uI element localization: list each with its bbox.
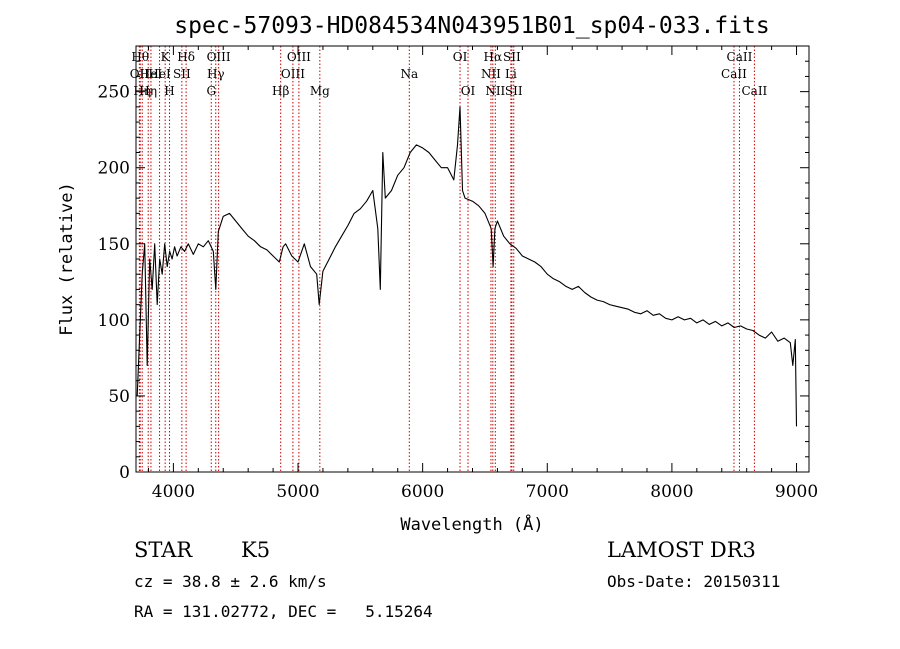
x-axis-label: Wavelength (Å) xyxy=(400,513,543,535)
survey-name: LAMOST DR3 xyxy=(607,538,756,562)
line-marker-label: Hα xyxy=(484,50,503,64)
line-marker-label: HeI xyxy=(140,67,163,81)
spectrum-line xyxy=(136,106,798,427)
coordinates: RA = 131.02772, DEC = 5.15264 xyxy=(134,602,433,621)
line-marker-label: Hθ xyxy=(131,50,149,64)
line-marker-label: SII xyxy=(173,67,191,81)
x-tick-label: 5000 xyxy=(276,482,319,502)
line-marker-label: Li xyxy=(505,67,517,81)
y-tick-label: 0 xyxy=(119,463,130,483)
line-marker-label: Hδ xyxy=(177,50,195,64)
line-marker-label: Na xyxy=(400,67,418,81)
chart-title: spec-57093-HD084534N043951B01_sp04-033.f… xyxy=(174,13,769,39)
line-marker-label: Hη xyxy=(139,84,157,98)
line-marker-label: CaII xyxy=(721,67,747,81)
line-marker-label: OIII xyxy=(287,50,311,64)
line-marker-label: OI xyxy=(461,84,476,98)
line-marker-label: H xyxy=(164,84,174,98)
plot-frame xyxy=(135,45,810,473)
x-tick-label: 6000 xyxy=(401,482,444,502)
line-marker-label: OI xyxy=(453,50,468,64)
line-marker-label: K xyxy=(161,50,171,64)
x-tick-label: 8000 xyxy=(650,482,693,502)
x-tick-label: 9000 xyxy=(775,482,818,502)
line-marker-label: Hη xyxy=(133,84,151,98)
observation-date: Obs-Date: 20150311 xyxy=(607,572,781,591)
x-tick-label: 4000 xyxy=(152,482,195,502)
line-marker-label: Hβ xyxy=(272,84,289,98)
x-axis-ticks: 4000 5000 6000 7000 8000 9000 xyxy=(147,46,818,502)
line-marker-label: OIII xyxy=(281,67,305,81)
y-tick-label: 200 xyxy=(98,159,130,179)
line-marker-label: G xyxy=(206,84,216,98)
x-tick-label: 7000 xyxy=(526,482,569,502)
line-marker-label: NII xyxy=(485,84,505,98)
line-marker-label: SII xyxy=(505,84,523,98)
line-marker-label: CaII xyxy=(741,84,767,98)
line-marker-label: CaII xyxy=(727,50,753,64)
line-marker-label: Hγ xyxy=(207,67,225,81)
redshift-cz: cz = 38.8 ± 2.6 km/s xyxy=(134,572,327,591)
line-marker-label: Mg xyxy=(310,84,330,98)
line-marker-label: OIII xyxy=(207,50,231,64)
y-tick-label: 100 xyxy=(98,311,130,331)
line-marker-label: HeI xyxy=(148,67,171,81)
object-class: STAR xyxy=(134,538,193,562)
y-axis-label: Flux (relative) xyxy=(57,182,77,336)
spectral-line-markers xyxy=(138,46,755,472)
line-marker-label: SII xyxy=(503,50,521,64)
object-subclass: K5 xyxy=(241,538,271,562)
y-tick-label: 50 xyxy=(108,387,130,407)
line-marker-label: NII xyxy=(481,67,501,81)
y-tick-label: 250 xyxy=(98,83,130,103)
y-axis-ticks: 0 50 100 150 200 250 xyxy=(98,60,809,483)
line-marker-label: OII xyxy=(130,67,150,81)
y-tick-label: 150 xyxy=(98,235,130,255)
